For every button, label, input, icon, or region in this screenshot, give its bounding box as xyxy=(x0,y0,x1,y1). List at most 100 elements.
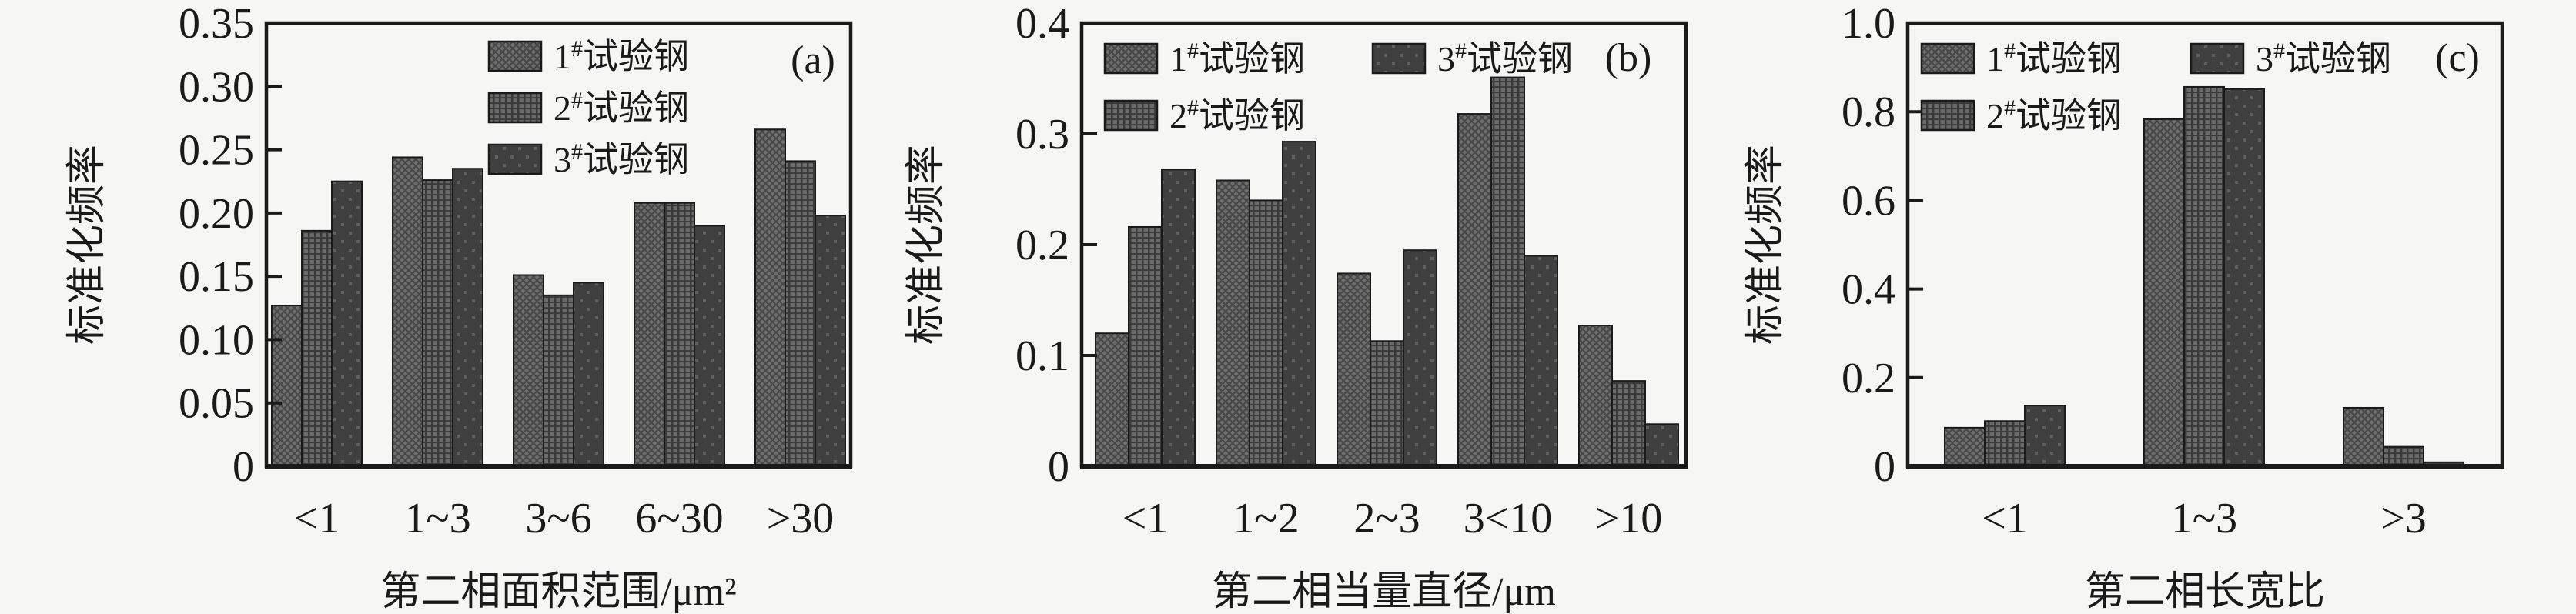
legend-swatch-series1 xyxy=(1920,42,1975,75)
x-tick-label: 1~3 xyxy=(404,495,470,542)
panel-label: (c) xyxy=(2435,36,2480,80)
x-tick-label: 1~2 xyxy=(1233,495,1299,542)
bar-series2-1~2 xyxy=(1249,199,1283,467)
bar-series2->3 xyxy=(2383,445,2424,468)
bar-series2-<1 xyxy=(1984,420,2026,467)
x-tick-label: <1 xyxy=(294,495,340,542)
bar-series1-1~2 xyxy=(1216,179,1250,467)
bar-series3->30 xyxy=(815,215,846,467)
x-tick-label: 2~3 xyxy=(1353,495,1420,542)
y-tick-label: 0.2 xyxy=(1015,222,1069,269)
legend-swatch-series2 xyxy=(1920,99,1975,132)
bar-series3-1~3 xyxy=(2223,88,2265,467)
y-tick-label: 0.4 xyxy=(1842,266,1895,314)
x-tick-label: >10 xyxy=(1595,495,1663,542)
x-axis-title: 第二相当量直径/μm xyxy=(1212,570,1556,614)
bar-series3-6~30 xyxy=(694,225,725,467)
x-axis-title: 第二相长宽比 xyxy=(2085,570,2325,614)
y-tick-label: 0.6 xyxy=(1842,177,1895,225)
y-tick-label: 0.20 xyxy=(179,190,254,238)
y-tick-label: 0.05 xyxy=(179,380,254,428)
bar-series2->10 xyxy=(1611,380,1646,467)
legend-swatch-series1 xyxy=(487,40,543,72)
panel-label: (a) xyxy=(791,38,835,82)
panel-b: 0 0.1 0.2 0.3 0.4 标准化频率 <1 1~2 2~3 3<10 >10 第二相当量直径… xyxy=(858,0,1717,614)
legend-label-series2: 2#试验钢 xyxy=(1169,95,1305,135)
bar-series3-<1 xyxy=(2024,405,2066,468)
bar-series1-1~3 xyxy=(392,156,423,467)
legend-swatch-series2 xyxy=(487,92,543,124)
y-tick-label: 0.1 xyxy=(1015,332,1069,380)
x-tick-label: <1 xyxy=(1122,495,1169,542)
chart-c: 0 0.2 0.4 0.6 0.8 1.0 标准化频率 <1 1~3 >3 第二相长宽比 1#试验钢 2… xyxy=(1744,0,2504,614)
legend-swatch-series2 xyxy=(1103,99,1159,132)
x-tick-label: 6~30 xyxy=(635,495,723,542)
bar-series2-1~3 xyxy=(2183,85,2225,467)
y-axis-title: 标准化频率 xyxy=(1744,145,1788,345)
bar-series1->3 xyxy=(2343,406,2384,468)
bar-series3-1~3 xyxy=(452,168,483,467)
y-tick-label: 0.2 xyxy=(1842,355,1895,402)
legend-label-series2: 2#试验钢 xyxy=(1986,95,2122,135)
bar-series1-2~3 xyxy=(1337,272,1371,467)
y-tick-label: 0 xyxy=(1874,443,1895,491)
bar-series1->30 xyxy=(754,128,786,468)
legend-swatch-series3 xyxy=(2190,42,2245,75)
bar-series1->10 xyxy=(1578,325,1613,467)
y-tick-label: 0 xyxy=(1048,443,1069,491)
y-tick-label: 0.15 xyxy=(179,253,254,301)
x-tick-label: >30 xyxy=(767,495,835,542)
bar-series2-<1 xyxy=(1128,225,1163,467)
legend-label-series1: 1#试验钢 xyxy=(1169,38,1305,78)
y-tick-label: 1.0 xyxy=(1842,0,1895,48)
y-tick-label: 0.3 xyxy=(1015,111,1069,159)
y-axis-title: 标准化频率 xyxy=(65,145,109,345)
legend-label-series1: 1#试验钢 xyxy=(554,36,689,76)
panel-a: 0 0.05 0.10 0.15 0.20 0.25 0.30 0.35 标准化频率 <1 1~3 3… xyxy=(0,0,858,614)
legend-swatch-series3 xyxy=(1371,42,1427,75)
y-tick-label: 0.35 xyxy=(179,0,254,48)
panel-label: (b) xyxy=(1605,36,1652,80)
bar-series2-6~30 xyxy=(664,202,695,467)
bar-series3-3<10 xyxy=(1524,255,1558,467)
panel-c: 0 0.2 0.4 0.6 0.8 1.0 标准化频率 <1 1~3 >3 第二相长宽比 1#试验钢 2… xyxy=(1717,0,2576,614)
x-tick-label: 1~3 xyxy=(2171,495,2237,542)
chart-b: 0 0.1 0.2 0.3 0.4 标准化频率 <1 1~2 2~3 3<10 >10 第二相当量直径… xyxy=(905,0,1688,614)
bar-series3-3~6 xyxy=(573,282,604,467)
bar-series2->30 xyxy=(785,160,816,468)
bar-series2-2~3 xyxy=(1370,340,1404,467)
bar-series2-3~6 xyxy=(543,294,574,468)
legend-label-series3: 3#试验钢 xyxy=(554,139,689,179)
bar-series1-<1 xyxy=(271,304,303,467)
legend-label-series3: 3#试验钢 xyxy=(1437,38,1573,78)
x-axis-title: 第二相面积范围/μm² xyxy=(380,570,736,614)
bar-series3-1~2 xyxy=(1282,141,1316,468)
bar-series3-<1 xyxy=(1161,169,1196,468)
x-tick-label: 3<10 xyxy=(1464,495,1553,542)
bar-series1-3<10 xyxy=(1457,113,1492,468)
bar-series1-<1 xyxy=(1944,426,1986,467)
bar-series3->10 xyxy=(1644,423,1679,468)
y-tick-label: 0.25 xyxy=(179,127,254,175)
bar-series1-1~3 xyxy=(2143,118,2185,467)
bar-series3-<1 xyxy=(331,180,363,467)
bar-series1-6~30 xyxy=(634,202,665,467)
legend-label-series1: 1#试验钢 xyxy=(1986,38,2122,78)
y-axis-title: 标准化频率 xyxy=(905,145,948,345)
x-tick-label: 3~6 xyxy=(525,495,591,542)
legend-label-series3: 3#试验钢 xyxy=(2256,38,2391,78)
bar-series2-1~3 xyxy=(422,179,453,467)
legend-swatch-series3 xyxy=(487,143,543,175)
bar-series1-3~6 xyxy=(513,274,544,467)
bar-series3-2~3 xyxy=(1403,249,1437,467)
legend-label-series2: 2#试验钢 xyxy=(554,88,689,128)
y-tick-label: 0.10 xyxy=(179,316,254,364)
y-tick-label: 0.8 xyxy=(1842,88,1895,136)
bar-series2-3<10 xyxy=(1490,76,1525,467)
bar-series2-<1 xyxy=(301,229,333,467)
legend-swatch-series1 xyxy=(1103,42,1159,75)
y-tick-label: 0 xyxy=(233,443,254,491)
chart-a: 0 0.05 0.10 0.15 0.20 0.25 0.30 0.35 标准化频率 <1 1~3 3… xyxy=(65,0,853,614)
y-tick-label: 0.4 xyxy=(1015,0,1069,48)
